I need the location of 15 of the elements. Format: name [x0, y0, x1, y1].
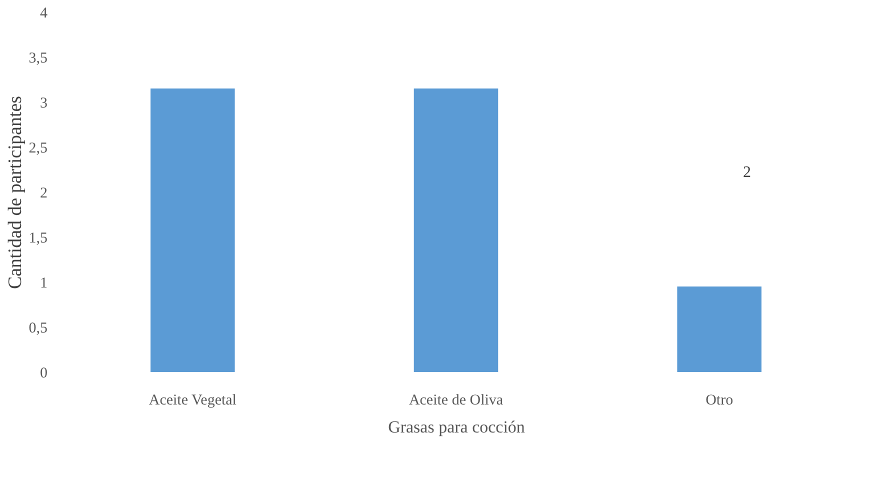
- y-tick-label: 1: [40, 276, 48, 292]
- x-tick-label: Aceite Vegetal: [148, 392, 236, 408]
- y-tick-label: 0: [40, 366, 48, 382]
- y-tick-label: 2: [40, 186, 48, 202]
- x-axis-title: Grasas para cocción: [388, 418, 526, 436]
- y-axis-title: Cantidad de participantes: [4, 96, 26, 290]
- y-tick-label: 3,5: [28, 50, 48, 66]
- x-tick-label: Aceite de Oliva: [408, 392, 504, 408]
- y-tick-label: 4: [40, 6, 48, 22]
- y-tick-label: 0,5: [28, 320, 48, 336]
- x-tick-label: Otro: [706, 392, 734, 408]
- y-tick-label: 2,5: [28, 140, 48, 156]
- y-tick-label: 3: [40, 96, 48, 112]
- y-tick-label: 1,5: [28, 230, 48, 246]
- annotation: 2: [743, 164, 751, 181]
